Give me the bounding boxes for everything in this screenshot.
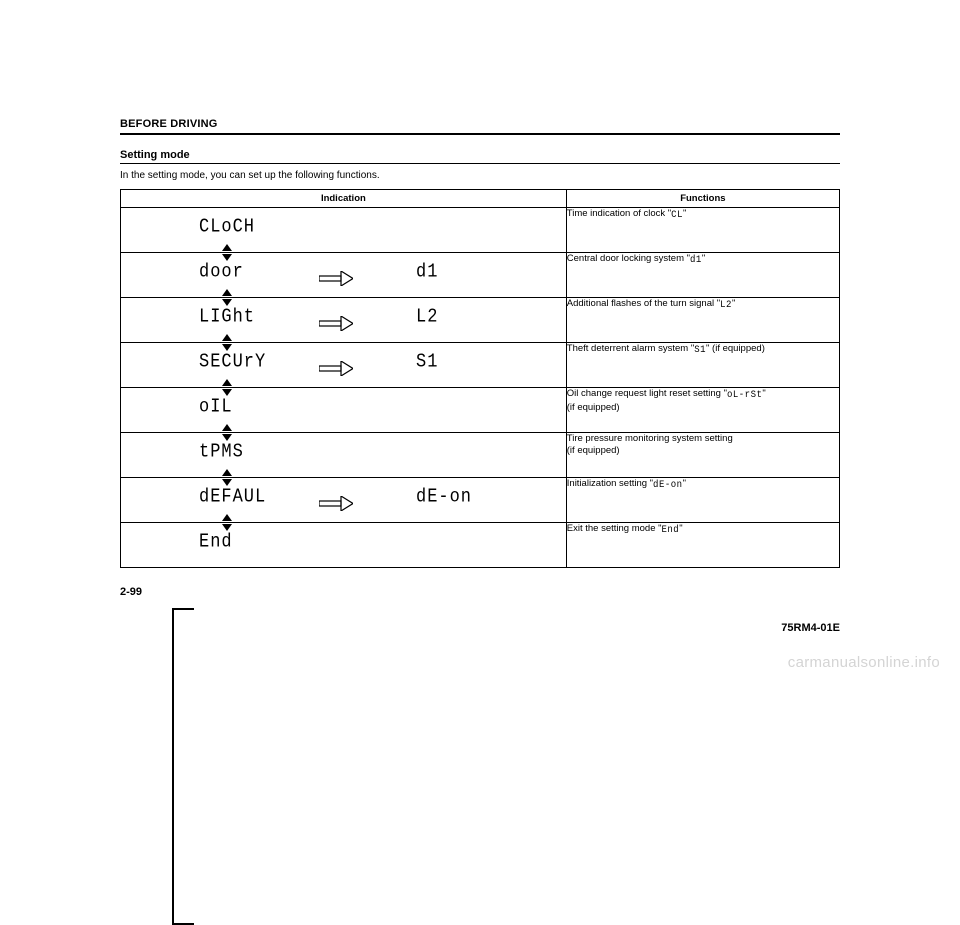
section-header: BEFORE DRIVING: [120, 118, 840, 135]
indication-right: S1: [416, 352, 438, 374]
function-cell: Oil change request light reset setting "…: [566, 388, 839, 433]
indication-right: L2: [416, 307, 438, 329]
indication-cell: CLoCH: [121, 208, 567, 253]
indication-cell: LIGht L2: [121, 298, 567, 343]
indication-left: oIL: [199, 397, 233, 419]
function-code: S1: [694, 344, 706, 357]
function-cell: Central door locking system "d1": [566, 253, 839, 298]
function-cell: Initialization setting "dE-on": [566, 478, 839, 523]
function-cell: Additional flashes of the turn signal "L…: [566, 298, 839, 343]
right-arrow-icon: [319, 316, 353, 331]
function-code: dE-on: [653, 479, 683, 492]
doc-code: 75RM4-01E: [781, 622, 840, 634]
settings-table: Indication Functions CLoCH Time indicatio…: [120, 189, 840, 568]
function-code: d1: [690, 254, 702, 267]
th-indication: Indication: [121, 190, 567, 208]
function-cell: Tire pressure monitoring system setting(…: [566, 433, 839, 478]
indication-left: LIGht: [199, 307, 255, 329]
function-cell: Time indication of clock "CL": [566, 208, 839, 253]
indication-cell: oIL: [121, 388, 567, 433]
indication-left: tPMS: [199, 442, 244, 464]
function-cell: Theft deterrent alarm system "S1" (if eq…: [566, 343, 839, 388]
watermark: carmanualsonline.info: [788, 654, 940, 671]
function-cell: Exit the setting mode "End": [566, 523, 839, 568]
indication-left: CLoCH: [199, 217, 255, 239]
th-functions: Functions: [566, 190, 839, 208]
indication-left: End: [199, 532, 233, 554]
sub-header: Setting mode: [120, 149, 840, 164]
right-arrow-icon: [319, 496, 353, 511]
function-code: CL: [671, 209, 683, 222]
page-number: 2-99: [120, 586, 142, 598]
function-code: End: [662, 524, 680, 537]
indication-cell: tPMS: [121, 433, 567, 478]
indication-cell: End: [121, 523, 567, 568]
function-code: L2: [720, 299, 732, 312]
indication-left: SECUrY: [199, 352, 266, 374]
right-arrow-icon: [319, 271, 353, 286]
indication-cell: SECUrY S1: [121, 343, 567, 388]
indication-left: door: [199, 262, 244, 284]
indication-cell: dEFAUL dE-on: [121, 478, 567, 523]
indication-right: dE-on: [416, 487, 472, 509]
right-arrow-icon: [319, 361, 353, 376]
indication-right: d1: [416, 262, 438, 284]
indication-left: dEFAUL: [199, 487, 266, 509]
intro-text: In the setting mode, you can set up the …: [120, 170, 840, 181]
function-code: oL-rSt: [727, 389, 762, 402]
indication-cell: door d1: [121, 253, 567, 298]
